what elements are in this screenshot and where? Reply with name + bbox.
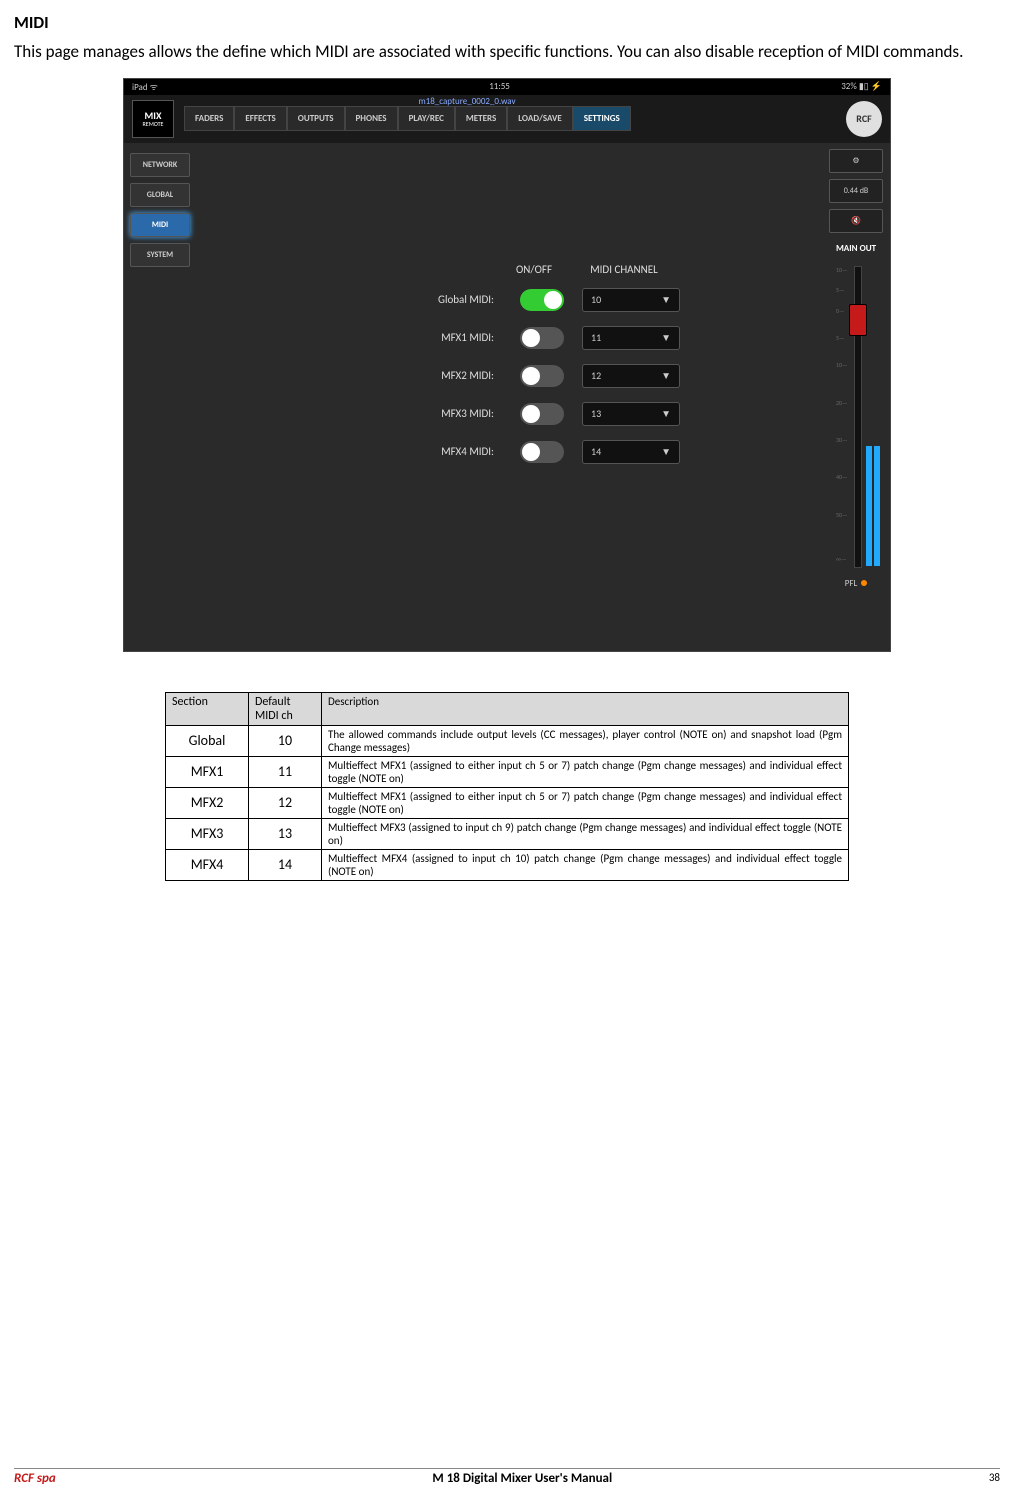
app-topbar: m18_capture_0002_0.wav MIX REMOTE FADERS… bbox=[124, 95, 890, 143]
meter-left bbox=[866, 446, 872, 566]
right-panel: ⚙ 0.44 dB 🔇 MAIN OUT 10—5—0—5—10—20—30—4… bbox=[828, 149, 884, 589]
cell-description: The allowed commands include output leve… bbox=[322, 725, 849, 756]
db-readout[interactable]: 0.44 dB bbox=[829, 179, 883, 203]
pfl-dot bbox=[861, 580, 867, 586]
cell-description: Multieffect MFX3 (assigned to input ch 9… bbox=[322, 818, 849, 849]
cell-description: Multieffect MFX4 (assigned to input ch 1… bbox=[322, 849, 849, 880]
main-out-label: MAIN OUT bbox=[836, 243, 876, 254]
footer-page: 38 bbox=[989, 1471, 1000, 1486]
side-tab-global[interactable]: GLOBAL bbox=[130, 183, 190, 207]
tab-settings[interactable]: SETTINGS bbox=[573, 106, 631, 131]
midi-settings-panel: ON/OFF MIDI CHANNEL Global MIDI: 10▼ MFX1 … bbox=[384, 263, 680, 478]
fader-knob[interactable] bbox=[849, 304, 867, 336]
footer-title: M 18 Digital Mixer User's Manual bbox=[56, 1471, 989, 1486]
cell-description: Multieffect MFX1 (assigned to either inp… bbox=[322, 756, 849, 787]
midi-channel-dropdown[interactable]: 13▼ bbox=[582, 402, 680, 426]
tab-outputs[interactable]: OUTPUTS bbox=[287, 106, 345, 131]
filename-label: m18_capture_0002_0.wav bbox=[124, 96, 810, 107]
midi-row-2: MFX2 MIDI: 12▼ bbox=[384, 364, 680, 388]
midi-row-3: MFX3 MIDI: 13▼ bbox=[384, 402, 680, 426]
statusbar-time: 11:55 bbox=[158, 81, 841, 92]
statusbar-left: iPad ᯤ bbox=[132, 80, 158, 93]
table-row: MFX313Multieffect MFX3 (assigned to inpu… bbox=[166, 818, 849, 849]
main-tabs: FADERSEFFECTSOUTPUTSPHONESPLAY/RECMETERS… bbox=[184, 106, 631, 131]
page-heading: MIDI bbox=[14, 12, 1000, 33]
intro-text: This page manages allows the define whic… bbox=[14, 41, 1000, 64]
midi-row-4: MFX4 MIDI: 14▼ bbox=[384, 440, 680, 464]
cell-channel: 11 bbox=[249, 756, 322, 787]
side-tab-midi[interactable]: MIDI bbox=[130, 213, 190, 237]
app-screenshot: iPad ᯤ 11:55 32% ▮▯ ⚡ m18_capture_0002_0… bbox=[123, 78, 891, 652]
th-description: Description bbox=[322, 692, 849, 725]
table-row: MFX111Multieffect MFX1 (assigned to eith… bbox=[166, 756, 849, 787]
cell-section: MFX4 bbox=[166, 849, 249, 880]
onoff-header: ON/OFF bbox=[494, 263, 574, 276]
cell-channel: 10 bbox=[249, 725, 322, 756]
midi-description-table: Section Default MIDI ch Description Glob… bbox=[165, 692, 849, 881]
midi-row-label: MFX3 MIDI: bbox=[384, 407, 502, 420]
cell-section: MFX2 bbox=[166, 787, 249, 818]
midi-channel-dropdown[interactable]: 14▼ bbox=[582, 440, 680, 464]
meter-right bbox=[874, 446, 880, 566]
midi-row-label: MFX2 MIDI: bbox=[384, 369, 502, 382]
cell-section: MFX3 bbox=[166, 818, 249, 849]
cell-description: Multieffect MFX1 (assigned to either inp… bbox=[322, 787, 849, 818]
midi-toggle[interactable] bbox=[520, 403, 564, 425]
side-tab-system[interactable]: SYSTEM bbox=[130, 243, 190, 267]
th-section: Section bbox=[166, 692, 249, 725]
main-fader[interactable]: 10—5—0—5—10—20—30—40—50—∞— bbox=[836, 266, 876, 566]
page-footer: RCF spa M 18 Digital Mixer User's Manual… bbox=[14, 1468, 1000, 1486]
tab-effects[interactable]: EFFECTS bbox=[234, 106, 286, 131]
midi-toggle[interactable] bbox=[520, 365, 564, 387]
midi-channel-dropdown[interactable]: 10▼ bbox=[582, 288, 680, 312]
midi-row-label: Global MIDI: bbox=[384, 293, 502, 306]
tab-meters[interactable]: METERS bbox=[455, 106, 507, 131]
tab-loadsave[interactable]: LOAD/SAVE bbox=[507, 106, 572, 131]
footer-company: RCF spa bbox=[14, 1471, 56, 1486]
th-default-ch: Default MIDI ch bbox=[249, 692, 322, 725]
table-row: Global10The allowed commands include out… bbox=[166, 725, 849, 756]
channel-header: MIDI CHANNEL bbox=[574, 263, 674, 276]
tab-faders[interactable]: FADERS bbox=[184, 106, 234, 131]
app-body: NETWORK GLOBAL MIDI SYSTEM ⚙ 0.44 dB 🔇 MAIN… bbox=[124, 143, 890, 651]
pfl-indicator: PFL bbox=[845, 578, 868, 589]
midi-row-label: MFX1 MIDI: bbox=[384, 331, 502, 344]
side-tabs: NETWORK GLOBAL MIDI SYSTEM bbox=[130, 153, 190, 267]
fader-scale: 10—5—0—5—10—20—30—40—50—∞— bbox=[836, 266, 850, 566]
midi-column-headers: ON/OFF MIDI CHANNEL bbox=[384, 263, 680, 276]
gear-button[interactable]: ⚙ bbox=[829, 149, 883, 173]
rcf-badge: RCF bbox=[846, 101, 882, 137]
tab-phones[interactable]: PHONES bbox=[345, 106, 398, 131]
logo-sub: REMOTE bbox=[143, 121, 164, 127]
midi-toggle[interactable] bbox=[520, 289, 564, 311]
mute-button[interactable]: 🔇 bbox=[829, 209, 883, 233]
midi-channel-dropdown[interactable]: 12▼ bbox=[582, 364, 680, 388]
cell-section: MFX1 bbox=[166, 756, 249, 787]
cell-section: Global bbox=[166, 725, 249, 756]
side-tab-network[interactable]: NETWORK bbox=[130, 153, 190, 177]
midi-toggle[interactable] bbox=[520, 327, 564, 349]
table-row: MFX212Multieffect MFX1 (assigned to eith… bbox=[166, 787, 849, 818]
cell-channel: 14 bbox=[249, 849, 322, 880]
midi-toggle[interactable] bbox=[520, 441, 564, 463]
table-row: MFX414Multieffect MFX4 (assigned to inpu… bbox=[166, 849, 849, 880]
ipad-statusbar: iPad ᯤ 11:55 32% ▮▯ ⚡ bbox=[124, 79, 890, 95]
midi-channel-dropdown[interactable]: 11▼ bbox=[582, 326, 680, 350]
tab-playrec[interactable]: PLAY/REC bbox=[398, 106, 455, 131]
statusbar-battery: 32% ▮▯ ⚡ bbox=[841, 81, 882, 92]
midi-row-1: MFX1 MIDI: 11▼ bbox=[384, 326, 680, 350]
midi-row-0: Global MIDI: 10▼ bbox=[384, 288, 680, 312]
cell-channel: 12 bbox=[249, 787, 322, 818]
midi-row-label: MFX4 MIDI: bbox=[384, 445, 502, 458]
pfl-label: PFL bbox=[845, 578, 858, 589]
cell-channel: 13 bbox=[249, 818, 322, 849]
